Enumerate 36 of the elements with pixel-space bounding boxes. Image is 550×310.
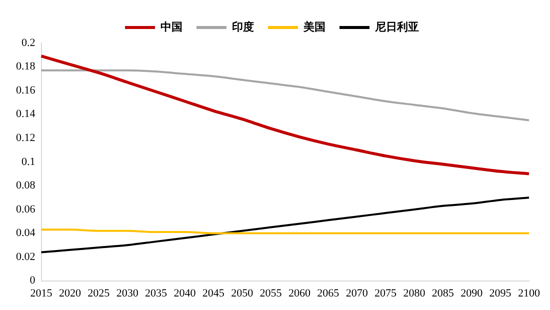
x-tick-label: 2060 (288, 287, 311, 300)
line-series (40, 69, 530, 122)
y-tick-label: 0.02 (16, 250, 36, 263)
y-tick-label: 0.16 (16, 84, 36, 96)
x-tick-label: 2045 (202, 287, 225, 300)
x-tick-label: 2070 (346, 287, 368, 300)
x-tick-label: 2065 (317, 287, 340, 300)
legend-label: 中国 (160, 20, 182, 34)
x-tick-label: 2100 (518, 287, 540, 300)
legend-label: 尼日利亚 (374, 20, 419, 34)
y-tick-label: 0.08 (16, 180, 36, 192)
x-tick-label: 2090 (460, 287, 484, 300)
x-tick-label: 2055 (260, 287, 282, 300)
y-tick-label: 0.2 (22, 36, 36, 49)
x-tick-label: 2080 (403, 287, 426, 300)
y-tick-label: 0.14 (16, 108, 36, 120)
x-tick-label: 2095 (489, 287, 512, 300)
line-series (40, 54, 530, 176)
x-tick-label: 2020 (58, 287, 82, 300)
y-tick-label: 0.04 (16, 227, 36, 240)
line-series (40, 196, 530, 254)
y-tick-label: 0.06 (16, 203, 36, 216)
x-tick-label: 2050 (231, 287, 254, 300)
y-tick-label: 0 (30, 274, 36, 287)
x-tick-label: 2040 (174, 287, 196, 300)
x-tick-label: 2035 (145, 287, 168, 300)
x-tick-label: 2030 (116, 287, 139, 300)
x-tick-label: 2015 (30, 287, 53, 300)
legend-label: 印度 (232, 20, 254, 34)
x-tick-label: 2075 (374, 287, 398, 300)
legend-label: 美国 (302, 20, 326, 34)
x-tick-label: 2025 (88, 287, 110, 300)
y-tick-label: 0.18 (16, 60, 36, 73)
y-tick-label: 0.1 (22, 156, 36, 168)
y-tick-label: 0.12 (16, 132, 36, 144)
x-tick-label: 2085 (432, 287, 454, 300)
